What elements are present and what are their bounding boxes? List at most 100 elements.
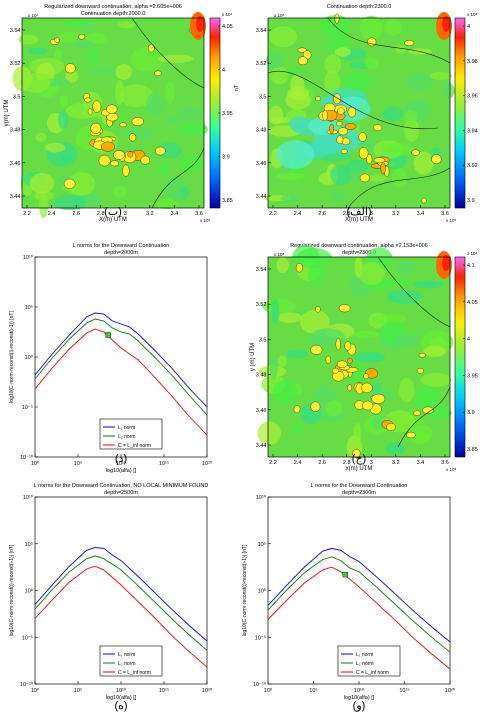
legend-label: C = L_inf norm <box>356 670 389 676</box>
map-spot <box>78 33 86 40</box>
map-spot <box>431 154 442 165</box>
map-contour <box>377 256 451 448</box>
series-line-3 <box>34 565 208 668</box>
map-high-anomaly <box>347 384 352 392</box>
map-high-anomaly <box>90 122 102 134</box>
map-texture-blob <box>112 185 128 198</box>
colorbar-tick-label: 3.9 <box>467 410 475 416</box>
map-texture-blob <box>413 100 431 112</box>
map-spot <box>416 368 424 374</box>
map-high-anomaly <box>329 123 334 134</box>
map-texture-blob <box>371 415 385 430</box>
legend-label: L₂ norm <box>356 661 374 667</box>
map-texture-blob <box>385 442 406 455</box>
y-tick-label: 10⁻¹⁰ <box>20 454 34 461</box>
map-texture-blob <box>353 351 386 363</box>
colorbar-tick-label: 3.96 <box>467 94 478 100</box>
panel-subtitle: depth=2300.0 <box>342 250 376 256</box>
x-tick-label: 10⁵ <box>74 460 82 467</box>
map-texture-blob <box>280 194 300 203</box>
y-tick-label: 10⁵ <box>258 541 266 548</box>
map-high-anomaly <box>98 154 111 167</box>
map-texture-blob <box>20 72 51 93</box>
map-texture-blob <box>266 52 285 69</box>
legend-label: L₂ norm <box>118 661 136 667</box>
map-texture-blob <box>39 192 49 219</box>
map-contour <box>131 17 205 209</box>
map-spot <box>295 262 303 273</box>
map-texture-blob <box>54 48 63 61</box>
map-texture-blob <box>130 46 164 72</box>
map-texture-blob <box>272 380 298 404</box>
map-spot <box>131 117 145 126</box>
map-texture-blob <box>398 377 415 403</box>
x-tick-label: 2.4 <box>294 211 302 217</box>
y-tick-label: 10⁰ <box>258 588 267 595</box>
x-tick-label: 10⁵ <box>309 687 317 694</box>
y-tick-label: 3.5 <box>259 94 267 100</box>
map-high-anomaly <box>335 337 341 351</box>
colorbar-exponent: x 10⁴ <box>467 12 478 17</box>
x-tick-label: 10¹⁵ <box>399 687 409 694</box>
colorbar <box>454 256 466 458</box>
x-tick-label: 3.6 <box>441 211 449 217</box>
map-texture-blob <box>276 172 306 180</box>
map-texture-blob <box>165 80 175 104</box>
map-texture-blob <box>296 247 332 269</box>
map-texture-blob <box>299 309 330 334</box>
colorbar-unit: nT <box>234 84 240 91</box>
map-high-anomaly <box>371 393 386 404</box>
panel-map-ba: Regularized downward continuation, alpha… <box>4 4 240 223</box>
y-tick-label: 3.44 <box>10 194 21 200</box>
map-contour <box>267 17 451 209</box>
panel-letter: (ه) <box>114 700 127 712</box>
panel-subtitle: depth=2300m <box>342 490 376 496</box>
x-tick-label: 2.8 <box>343 460 351 466</box>
panel-subtitle: depth=2000m <box>104 250 138 256</box>
map-high-anomaly <box>331 367 339 374</box>
map-texture-blob <box>285 349 309 359</box>
x-tick-label: 3.4 <box>417 460 425 466</box>
panel-lnorm-he: L norms for the Downward Continuation, N… <box>9 483 213 712</box>
y-tick-label: 10⁵ <box>25 304 33 311</box>
map-texture-blob <box>59 95 68 108</box>
colorbar <box>454 17 466 209</box>
map-texture-blob <box>403 118 420 142</box>
map-high-anomaly <box>129 133 137 142</box>
y-tick-label: 10¹⁰ <box>256 494 267 501</box>
map-texture-blob <box>413 151 434 175</box>
y-tick-label: 10⁰ <box>25 354 34 361</box>
map-texture-blob <box>367 174 388 182</box>
panel-title: L norms for the Downward Continuation <box>73 243 170 249</box>
map-texture-blob <box>156 198 179 210</box>
map-high-anomaly <box>361 382 373 394</box>
map-high-anomaly <box>344 341 352 351</box>
plot-frame <box>267 17 451 209</box>
panel-map-jim: Regularized downward continuation, alpha… <box>250 243 478 472</box>
y-tick-label: 10⁻¹⁰ <box>20 681 34 688</box>
y-tick-label: 3.48 <box>256 373 267 379</box>
y-tick-label: 3.54 <box>10 28 21 34</box>
map-texture-blob <box>67 172 96 196</box>
colorbar-tick-label: 3.9 <box>467 198 475 204</box>
x-tick-label: 10²⁰ <box>445 687 456 694</box>
map-texture-blob <box>423 345 446 358</box>
x-tick-label: 3 <box>124 211 127 217</box>
map-high-anomaly <box>332 93 342 105</box>
map-high-anomaly <box>344 123 357 130</box>
y-tick-label: 10⁰ <box>25 588 34 595</box>
y-axis-label: log10(C·norm·reconst(i)-reconst(i-1)) [n… <box>9 311 15 403</box>
plot-frame <box>267 256 451 458</box>
map-texture-blob <box>349 165 360 184</box>
map-texture-blob <box>285 68 303 76</box>
series-line-3 <box>267 566 451 670</box>
map-texture-blob <box>268 105 284 125</box>
y-tick-label: 3.54 <box>256 28 267 34</box>
panel-title: L norms for the Downward Continuation <box>311 483 408 489</box>
x-tick-label: 2.6 <box>72 211 80 217</box>
y-tick-label: 10⁻⁵ <box>22 634 33 641</box>
map-spot <box>418 353 426 358</box>
map-texture-blob <box>324 69 341 95</box>
x-axis-label: X(m) UTM <box>99 217 127 223</box>
y-axis-label: y(m) UTM <box>4 100 10 127</box>
